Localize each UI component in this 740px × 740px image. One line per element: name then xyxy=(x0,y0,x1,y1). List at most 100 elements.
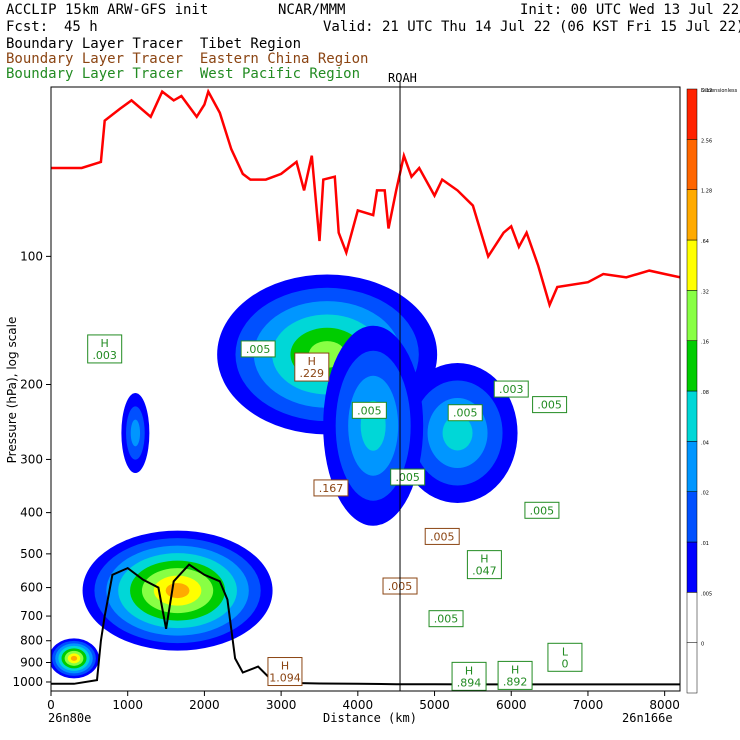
annotation-box xyxy=(313,479,349,497)
marker-label: ROAH xyxy=(388,71,417,85)
annotation-box xyxy=(466,550,502,580)
annotation-label: .047 xyxy=(472,565,497,578)
annotation-label: .003 xyxy=(499,383,524,396)
org-label: NCAR/MMM xyxy=(278,2,346,18)
annotation-label: .892 xyxy=(503,675,528,688)
annotation-label: 1.094 xyxy=(269,672,301,685)
colorbar-label: .16 xyxy=(701,340,709,346)
init-time: Init: 00 UTC Wed 13 Jul 22 xyxy=(520,2,740,18)
annotation-box xyxy=(524,501,560,519)
y-tick-label: 100 xyxy=(20,249,43,263)
start-point-label: 26n80e xyxy=(48,711,92,725)
x-tick-label: 0 xyxy=(47,698,55,712)
annotation-box xyxy=(532,396,568,414)
y-tick-label: 500 xyxy=(20,547,43,561)
forecast-hours: 45 h xyxy=(64,19,98,35)
annotation-label: .005 xyxy=(453,407,478,420)
annotation-label: .005 xyxy=(246,343,271,356)
annotation-label: .167 xyxy=(319,482,344,495)
annotation-box xyxy=(390,468,426,486)
colorbar-label: .01 xyxy=(701,541,709,547)
valid-time: Valid: 21 UTC Thu 14 Jul 22 (06 KST Fri … xyxy=(323,19,740,35)
annotation-label: .005 xyxy=(357,404,382,417)
x-tick-label: 7000 xyxy=(573,698,604,712)
annotation-label: .894 xyxy=(457,676,482,689)
terrain-line xyxy=(51,563,680,686)
annotation-label: H xyxy=(308,355,316,368)
y-tick-label: 200 xyxy=(20,377,43,391)
annotation-box xyxy=(447,404,483,422)
annotation-box xyxy=(497,660,533,690)
colorbar-segment xyxy=(686,139,698,190)
tracer-shading-west xyxy=(70,655,78,661)
colorbar-title: Dimensionless xyxy=(701,88,738,94)
colorbar-segment xyxy=(686,441,698,492)
annotation-label: H xyxy=(465,664,473,677)
x-tick-label: 2000 xyxy=(189,698,220,712)
tracer-shading-tibet xyxy=(165,583,190,599)
y-tick-label: 900 xyxy=(20,656,43,670)
colorbar-label: .04 xyxy=(701,440,709,446)
colorbar-segment xyxy=(686,239,698,291)
y-tick-label: 800 xyxy=(20,634,43,648)
annotation-label: H xyxy=(480,553,488,566)
colorbar-label: .32 xyxy=(701,289,709,295)
y-tick-label: 1000 xyxy=(12,675,43,689)
legend-west-pacific: Boundary Layer Tracer West Pacific Regio… xyxy=(6,66,361,82)
x-tick-label: 3000 xyxy=(266,698,297,712)
annotation-box xyxy=(267,657,303,687)
annotation-label: H xyxy=(281,660,289,673)
annotation-box xyxy=(451,661,487,691)
annotation-box xyxy=(351,401,387,419)
colorbar-segment xyxy=(686,189,698,241)
y-tick-label: 300 xyxy=(20,452,43,466)
plot-frame xyxy=(50,86,681,692)
annotation-label: .005 xyxy=(530,504,555,517)
y-tick-label: 600 xyxy=(20,581,43,595)
annotation-label: L xyxy=(562,645,569,658)
colorbar-segment xyxy=(686,541,698,593)
annotation-box xyxy=(87,334,123,364)
x-axis-label: Distance (km) xyxy=(323,711,417,725)
annotation-label: .005 xyxy=(430,530,455,543)
annotation-label: H xyxy=(511,663,519,676)
annotation-box xyxy=(424,527,460,545)
annotation-box xyxy=(547,642,583,672)
annotation-box xyxy=(294,352,330,382)
tracer-shading-thin xyxy=(130,419,141,447)
x-tick-label: 6000 xyxy=(496,698,527,712)
x-tick-label: 4000 xyxy=(343,698,374,712)
colorbar-segment xyxy=(686,390,698,442)
x-tick-label: 1000 xyxy=(112,698,143,712)
annotation-label: .229 xyxy=(300,367,325,380)
colorbar-label: 5.12 xyxy=(701,88,712,94)
annotation-box xyxy=(428,610,464,628)
annotation-label: .003 xyxy=(92,349,117,362)
annotation-label: 0 xyxy=(561,657,568,670)
legend-eastern-china: Boundary Layer Tracer Eastern China Regi… xyxy=(6,51,369,67)
colorbar-label: 0 xyxy=(701,642,704,648)
colorbar-segment xyxy=(686,340,698,392)
colorbar-segment xyxy=(686,88,698,140)
colorbar-label: .005 xyxy=(701,591,712,597)
colorbar-label: 2.56 xyxy=(701,138,712,144)
tropopause-line xyxy=(51,88,680,309)
forecast-label: Fcst: xyxy=(6,19,49,35)
legend-tibet: Boundary Layer Tracer Tibet Region xyxy=(6,36,302,52)
colorbar-segment xyxy=(686,491,698,543)
y-tick-label: 700 xyxy=(20,609,43,623)
colorbar-label: .02 xyxy=(701,491,709,497)
annotation-label: .005 xyxy=(395,471,420,484)
annotation-label: .005 xyxy=(537,399,562,412)
y-axis-label: Pressure (hPa), log scale xyxy=(5,317,19,464)
annotation-box xyxy=(240,340,276,358)
y-tick-label: 400 xyxy=(20,506,43,520)
colorbar-label: .08 xyxy=(701,390,709,396)
colorbar-segment xyxy=(686,290,698,341)
colorbar-segment xyxy=(686,592,698,643)
colorbar-label: .64 xyxy=(701,239,709,245)
colorbar-label: 1.28 xyxy=(701,189,712,195)
annotation-label: .005 xyxy=(434,613,459,626)
x-tick-label: 8000 xyxy=(649,698,680,712)
x-tick-label: 5000 xyxy=(419,698,450,712)
